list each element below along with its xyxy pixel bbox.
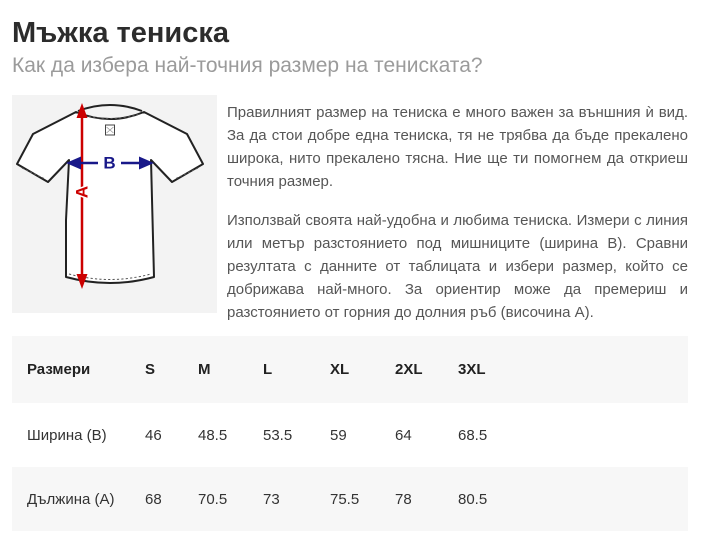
intro-section: A B Правилният размер на тениска е много…: [12, 95, 688, 324]
size-value-cell: 80.5: [458, 490, 488, 508]
size-value-cell: 70.5: [198, 490, 228, 508]
height-label: A: [73, 186, 92, 198]
tshirt-outline: [16, 111, 204, 284]
header-cell-sizes: Размери: [27, 361, 91, 378]
tshirt-illustration: A B: [16, 103, 204, 289]
size-table-header-row: Размери S M L XL 2XL 3XL: [12, 336, 688, 403]
size-value-cell: 73: [263, 490, 280, 508]
intro-paragraph-2: Използвай своята най-удобна и любима тен…: [227, 212, 688, 321]
collar-back-arc: [77, 104, 143, 112]
header-cell-3xl: 3XL: [458, 361, 486, 378]
height-arrow: A: [71, 103, 93, 289]
size-value-cell: 68.5: [458, 426, 488, 444]
neck-tag: [105, 124, 115, 136]
size-value-cell: 64: [395, 426, 412, 444]
size-value-cell: 53.5: [263, 426, 293, 444]
header-cell-l: L: [263, 361, 273, 378]
size-value-cell: 59: [330, 426, 347, 444]
size-value-cell: 48.5: [198, 426, 228, 444]
row-label-length: Дължина (A): [27, 490, 115, 508]
size-value-cell: 46: [145, 426, 162, 444]
size-table: Размери S M L XL 2XL 3XL Ширина (B) 46 4…: [12, 336, 688, 531]
header-cell-m: M: [198, 361, 211, 378]
size-value-cell: 68: [145, 490, 162, 508]
bottom-hem-stitching: [68, 273, 152, 280]
page-title: Мъжка тениска: [12, 17, 230, 49]
size-diagram: A B: [12, 95, 217, 313]
header-cell-2xl: 2XL: [395, 361, 423, 378]
intro-paragraph-1: Правилният размер на тениска е много важ…: [227, 104, 688, 190]
page-subtitle: Как да избера най-точния размер на тенис…: [12, 54, 483, 77]
header-cell-s: S: [145, 361, 156, 378]
table-row-length: Дължина (A) 68 70.5 73 75.5 78 80.5: [12, 467, 688, 531]
size-value-cell: 78: [395, 490, 412, 508]
size-guide-page: Мъжка тениска Как да избера най-точния р…: [0, 17, 708, 531]
row-label-width: Ширина (B): [27, 426, 107, 444]
intro-text: Правилният размер на тениска е много важ…: [227, 95, 688, 324]
table-row-width: Ширина (B) 46 48.5 53.5 59 64 68.5: [12, 403, 688, 467]
size-value-cell: 75.5: [330, 490, 360, 508]
header-cell-xl: XL: [330, 361, 350, 378]
width-arrow: B: [66, 154, 154, 173]
width-label: B: [103, 154, 115, 173]
